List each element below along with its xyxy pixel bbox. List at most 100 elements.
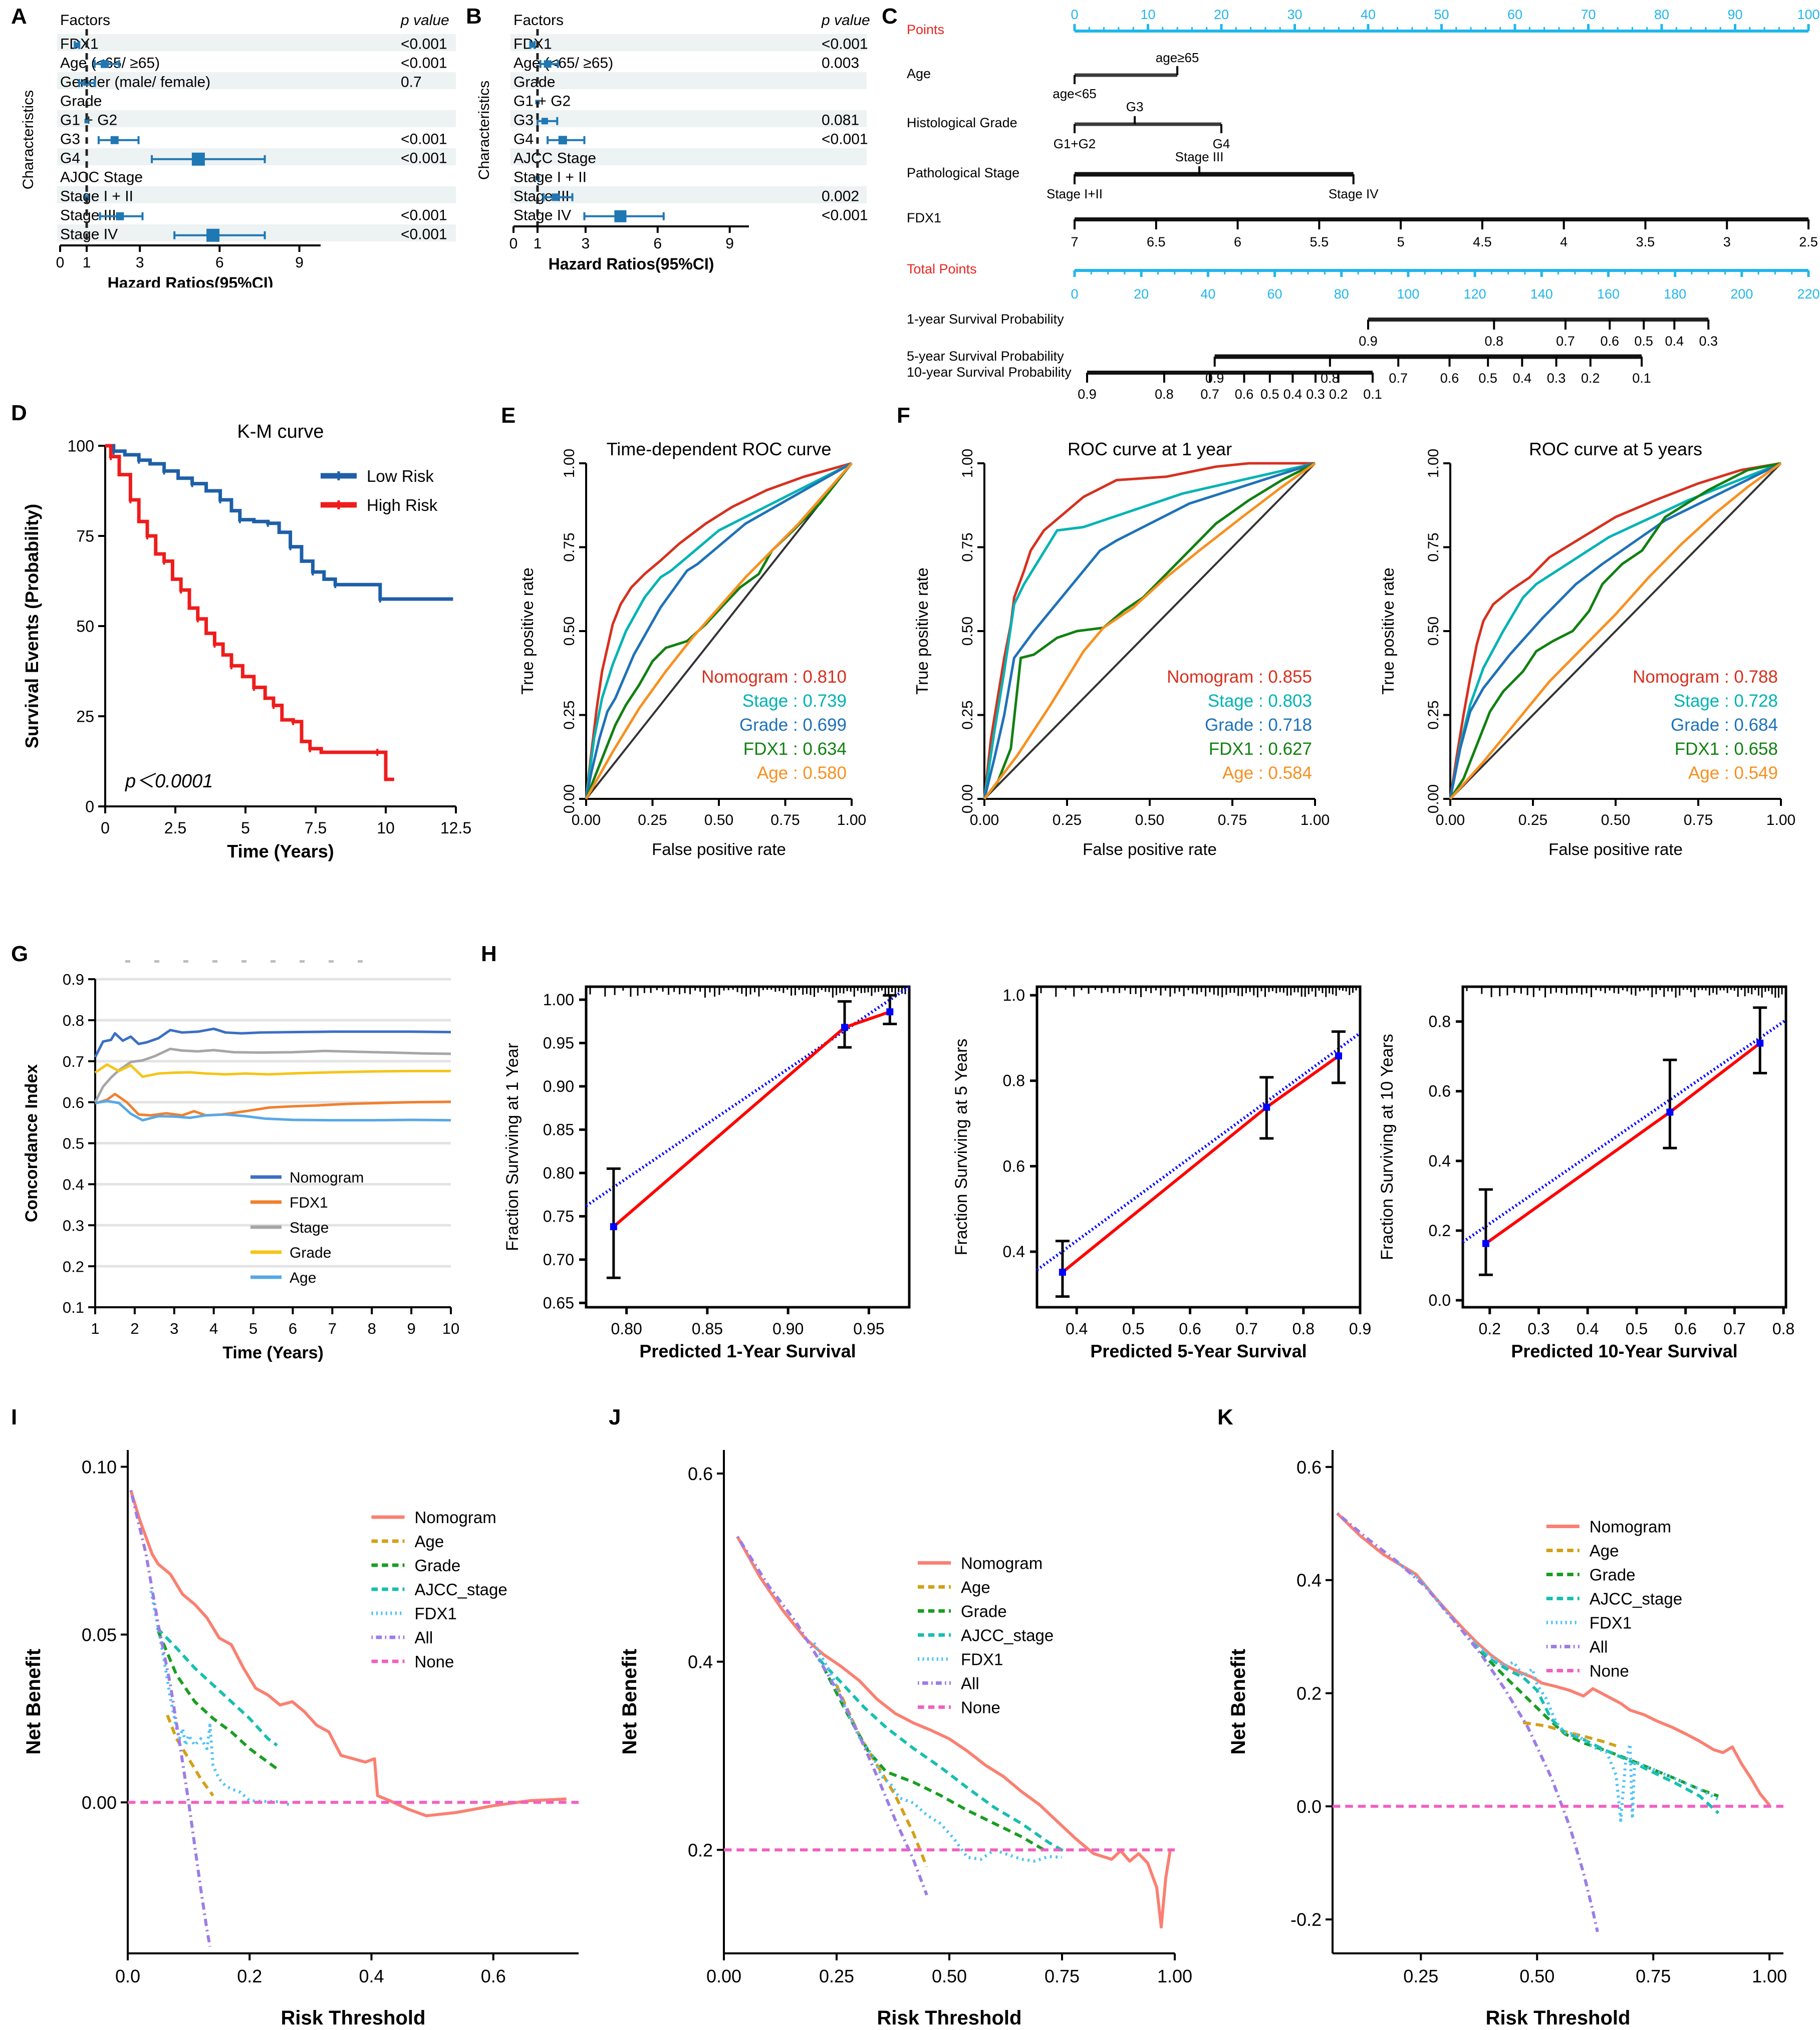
nomogram-10yr-tick-label: 0.8 (1155, 387, 1174, 402)
calibration-point-marker (1335, 1052, 1342, 1059)
dca-legend-label: AJCC_stage (1590, 1589, 1682, 1608)
chart-series-nomogram (1337, 1513, 1769, 1805)
forest-plot-A: Factorsp valueFDX1<0.001Age (<65/ ≥65)<0… (20, 7, 461, 287)
chart-x-tick-label: 0 (101, 819, 110, 837)
chart-x-axis-title: False positive rate (652, 840, 786, 858)
dca-legend-label: Grade (414, 1556, 460, 1575)
nomogram-age-label-lt65: age<65 (1053, 86, 1096, 101)
chart-y-tick-label: 0.00 (561, 784, 578, 813)
chart-y-tick-label: 0.4 (1296, 1570, 1322, 1591)
calibration-x-tick-label: 0.2 (1479, 1320, 1501, 1338)
cindex-legend-label: Nomogram (290, 1170, 364, 1186)
nomogram-total-points-tick-label: 220 (1797, 286, 1819, 302)
forest-row-label: AJCC Stage (513, 150, 596, 166)
dca-legend-label: FDX1 (961, 1650, 1003, 1668)
calibration-y-tick-label: 0.4 (1003, 1243, 1025, 1261)
forest-x-tick-label: 3 (136, 254, 144, 271)
nomogram-fdx1-tick-label: 2.5 (1799, 234, 1818, 249)
chart-x-tick-label: 8 (368, 1320, 376, 1337)
chart-series-nomogram (131, 1490, 567, 1816)
forest-point-estimate (74, 43, 79, 48)
forest-y-axis-title: Characteristics (20, 90, 37, 189)
chart-y-tick-label: 0.00 (82, 1792, 117, 1813)
forest-plot-B: Factorsp valueFDX1<0.001Age (<65/ ≥65)0.… (476, 7, 872, 287)
chart-x-axis-title: False positive rate (1083, 840, 1217, 858)
nomogram-total-points-tick-label: 40 (1200, 286, 1215, 302)
calibration-y-tick-label: 1.0 (1003, 986, 1025, 1004)
nomogram-total-points-tick-label: 100 (1397, 286, 1419, 302)
chart-x-axis-title: False positive rate (1548, 840, 1683, 858)
chart-x-tick-label: 5 (241, 819, 250, 837)
cindex-legend-label: FDX1 (290, 1195, 328, 1211)
nomogram-points-tick-label: 70 (1581, 7, 1596, 22)
chart-y-tick-label: 0.6 (63, 1094, 84, 1111)
dca-legend-label: Grade (1590, 1565, 1636, 1584)
nomogram-points-tick-label: 60 (1507, 7, 1522, 22)
chart-x-tick-label: 0.75 (1045, 1966, 1080, 1986)
chart-y-tick-label: 0.50 (959, 617, 976, 646)
nomogram-total-points-tick-label: 60 (1267, 286, 1282, 302)
chart-x-tick-label: 5 (249, 1320, 257, 1337)
nomogram-fdx1-tick-label: 3.5 (1636, 234, 1655, 249)
chart-x-tick-label: 0.00 (1436, 812, 1465, 828)
panel-letter-i: I (11, 1405, 17, 1430)
dca-legend-label: Age (414, 1532, 444, 1551)
calibration-ideal-line (1463, 1020, 1786, 1242)
chart-D: 0 2.5 5 7.5 10 12.5 0 25 50 75 100 K-M curve Time (Y… (20, 416, 471, 861)
chart-decoration-dot (212, 960, 217, 963)
chart-decoration-dot (241, 960, 246, 963)
forest-row-pvalue: <0.001 (401, 36, 447, 52)
chart-y-axis-title: True positive rate (518, 567, 537, 695)
chart-decoration-dot (125, 960, 130, 963)
chart-y-tick-label: 0.25 (959, 700, 976, 729)
chart-x-axis-title: Time (Years) (222, 1343, 324, 1362)
forest-row-label: G3 (513, 112, 534, 128)
nomogram-grade-label-g1g2: G1+G2 (1054, 136, 1096, 151)
forest-row-band (57, 34, 456, 51)
calibration-x-tick-label: 0.5 (1626, 1320, 1648, 1338)
nomogram-stage-label-iii: Stage III (1175, 149, 1224, 164)
cindex-legend-label: Stage (290, 1220, 329, 1236)
dca-legend-label: Grade (961, 1602, 1007, 1620)
forest-row-label: Stage IV (513, 207, 571, 223)
chart-series-age (1523, 1722, 1616, 1746)
chart-x-tick-label: 7 (328, 1320, 337, 1337)
dca-legend-label: Nomogram (1590, 1517, 1671, 1536)
forest-point-estimate (101, 60, 109, 68)
dca-legend-label: FDX1 (414, 1604, 456, 1623)
chart-y-tick-label: 0.75 (561, 532, 578, 561)
dca-legend-label: FDX1 (1590, 1613, 1632, 1632)
chart-y-tick-label: 0.4 (688, 1652, 713, 1672)
chart-x-tick-label: 4 (209, 1320, 218, 1337)
forest-y-axis-title: Characteristics (476, 81, 492, 180)
forest-x-tick-label: 6 (653, 235, 662, 252)
chart-J: 0.00 0.25 0.50 0.75 1.00 0.2 0.4 0.6 Risk Thresh… (616, 1420, 1197, 2028)
chart-y-tick-label: 0.50 (561, 617, 578, 646)
chart-y-tick-label: 0.10 (82, 1457, 117, 1477)
chart-decoration-dot (271, 960, 276, 963)
forest-x-axis-title: Hazard Ratios(95%CI) (549, 255, 714, 273)
chart-title: Time-dependent ROC curve (607, 439, 832, 459)
nomogram-age-label-ge65: age≥65 (1156, 50, 1199, 65)
chart-G: 1 2 3 4 5 6 7 8 9 10 0.1 0.2 0.3 0.4 0.5 0.6 0.7 0.8 0.9 Ti… (20, 952, 471, 1362)
dca-legend-label: Nomogram (961, 1554, 1043, 1572)
chart-x-axis-title: Risk Threshold (877, 2007, 1022, 2028)
nomogram-fdx1-tick-label: 6.5 (1147, 234, 1166, 249)
dca-legend-label: AJCC_stage (414, 1580, 507, 1599)
chart-decoration-dot (300, 960, 305, 963)
chart-decoration-dot (329, 960, 334, 963)
chart-decoration-dot (358, 960, 363, 963)
forest-row-label: Stage I + II (513, 169, 587, 185)
forest-x-tick-label: 0 (56, 254, 65, 271)
chart-series-nomogram (737, 1537, 1170, 1927)
chart-y-tick-label: 0.2 (63, 1258, 84, 1275)
forest-x-tick-label: 3 (582, 235, 590, 252)
chart-y-tick-label: 1.00 (561, 449, 578, 478)
calibration-point-marker (1263, 1104, 1270, 1111)
chart-y-tick-label: 0.6 (688, 1464, 713, 1484)
forest-row-label: G4 (513, 131, 534, 147)
nomogram-1yr-tick-label: 0.7 (1556, 334, 1575, 349)
chart-x-tick-label: 1.00 (1301, 812, 1330, 828)
nomogram-1yr-tick-label: 0.3 (1699, 334, 1718, 349)
forest-row-pvalue: <0.001 (822, 36, 868, 52)
